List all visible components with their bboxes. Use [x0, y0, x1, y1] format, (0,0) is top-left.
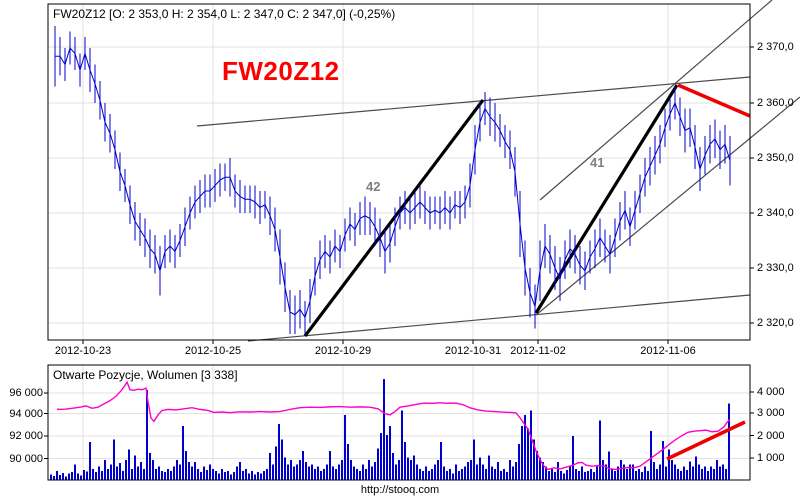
- price-axis-label: 2 340,0: [757, 207, 794, 219]
- volume-panel-title: Otwarte Pozycje, Wolumen [3 338]: [53, 368, 238, 382]
- date-axis-label: 2012-10-23: [54, 345, 112, 357]
- date-axis-label: 2012-10-25: [184, 345, 242, 357]
- red-trendline-volume: [666, 420, 746, 461]
- wave-label-42: 42: [366, 179, 381, 194]
- open-interest-axis-label: 90 000: [9, 452, 43, 465]
- volume-plot-area[interactable]: [48, 365, 750, 480]
- black-trendline-42: [303, 99, 485, 337]
- main-plot-border: [47, 3, 751, 341]
- date-axis-label: 2012-10-29: [314, 345, 372, 357]
- volume-plot-border: [47, 364, 751, 481]
- open-interest-axis-label: 96 000: [9, 387, 43, 399]
- price-axis-label: 2 330,0: [757, 262, 794, 274]
- gray-trendline: [196, 76, 751, 127]
- red-trendline-main: [677, 83, 751, 118]
- wave-label-41: 41: [590, 155, 605, 170]
- open-interest-axis-label: 92 000: [9, 430, 43, 442]
- price-axis-label: 2 370,0: [757, 41, 794, 53]
- date-axis-label: 2012-11-02: [510, 345, 566, 357]
- date-axis-label: 2012-10-31: [444, 345, 502, 357]
- date-axis-label: 2012-11-06: [640, 345, 696, 357]
- volume-axis-label: 4 000: [757, 386, 785, 398]
- instrument-watermark: FW20Z12: [222, 56, 340, 86]
- price-axis-label: 2 360,0: [757, 97, 794, 109]
- open-interest-axis-label: 94 000: [9, 407, 43, 420]
- gray-trendline: [247, 294, 751, 342]
- volume-axis-label: 3 000: [757, 407, 785, 419]
- price-axis-label: 2 350,0: [757, 152, 794, 164]
- main-plot-area[interactable]: [48, 4, 750, 340]
- volume-axis-label: 2 000: [757, 429, 785, 442]
- price-axis-label: 2 320,0: [757, 317, 794, 329]
- open-interest-line: [56, 380, 731, 471]
- source-url: http://stooq.com: [360, 484, 440, 496]
- volume-axis-label: 1 000: [757, 452, 785, 464]
- instrument-ohlc-title: FW20Z12 [O: 2 353,0 H: 2 354,0 L: 2 347,…: [53, 7, 396, 21]
- price-close-line: [55, 47, 731, 319]
- gray-trendline: [539, 0, 773, 201]
